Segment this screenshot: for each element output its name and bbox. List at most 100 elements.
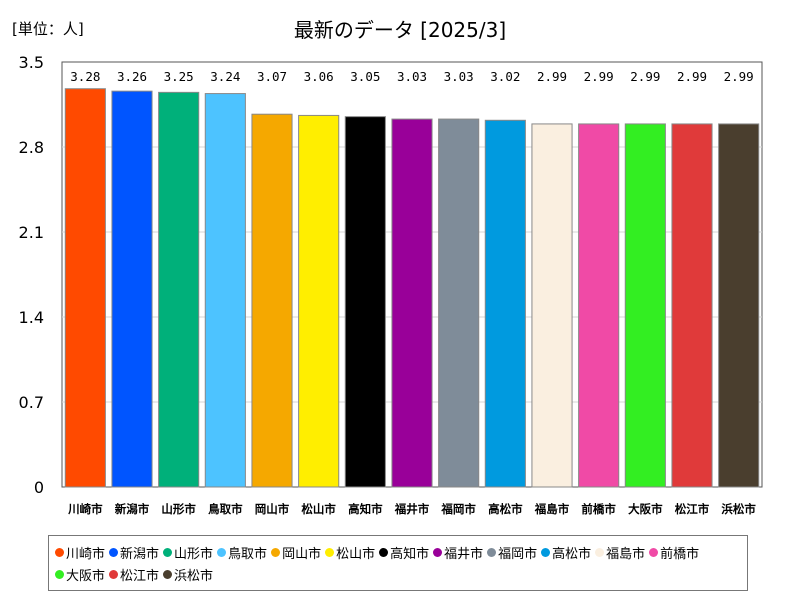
unit-label: [単位：人] — [12, 20, 84, 38]
legend-label: 大阪市 — [66, 568, 106, 584]
y-tick-label: 3.5 — [19, 53, 44, 72]
bar-value-label: 3.06 — [304, 69, 334, 84]
bar-value-label: 3.03 — [397, 69, 427, 84]
legend-swatch — [595, 547, 605, 557]
legend-item: 福島市 — [595, 541, 645, 563]
x-tick-label: 大阪市 — [628, 502, 663, 516]
bar — [531, 123, 573, 488]
legend-label: 松江市 — [120, 568, 160, 584]
legend-item: 高松市 — [541, 541, 591, 563]
bar — [578, 123, 620, 488]
legend-swatch — [325, 547, 335, 557]
bar — [251, 113, 293, 488]
x-tick-label: 福岡市 — [440, 502, 476, 516]
legend-label: 高松市 — [552, 546, 592, 562]
bar-value-label: 2.99 — [537, 69, 567, 84]
bar-value-label: 3.07 — [257, 69, 287, 84]
bar-value-label: 3.05 — [350, 69, 380, 84]
y-tick-label: 2.1 — [19, 223, 44, 242]
x-tick-label: 高松市 — [488, 502, 523, 516]
legend-label: 前橋市 — [660, 546, 700, 562]
x-tick-label: 新潟市 — [115, 502, 150, 516]
legend-label: 川崎市 — [66, 546, 106, 562]
legend-item: 高知市 — [379, 541, 429, 563]
bar — [298, 114, 340, 488]
x-tick-label: 松江市 — [675, 502, 710, 516]
bar-value-label: 3.03 — [444, 69, 474, 84]
bar — [484, 119, 526, 488]
bar-value-label: 2.99 — [630, 69, 660, 84]
legend-item: 川崎市 — [55, 541, 105, 563]
bar-value-label: 2.99 — [724, 69, 754, 84]
legend-label: 浜松市 — [174, 568, 214, 584]
legend-swatch — [487, 547, 497, 557]
bar — [64, 88, 106, 488]
bar-value-label: 3.24 — [210, 69, 240, 84]
legend-swatch — [541, 547, 551, 557]
legend-label: 新潟市 — [120, 546, 160, 562]
chart-title: 最新のデータ [2025/3] — [293, 18, 507, 42]
x-tick-label: 福井市 — [394, 502, 430, 516]
bar-value-label: 2.99 — [677, 69, 707, 84]
x-tick-label: 福島市 — [534, 502, 570, 516]
y-tick-label: 1.4 — [19, 308, 44, 327]
legend-swatch — [163, 547, 173, 557]
legend-item: 山形市 — [163, 541, 213, 563]
y-tick-label: 0.7 — [19, 393, 44, 412]
bar — [391, 118, 433, 488]
bar — [671, 123, 713, 488]
legend-swatch — [55, 547, 64, 557]
legend-swatch — [163, 569, 173, 579]
legend-item: 鳥取市 — [217, 541, 267, 563]
legend-swatch — [55, 569, 64, 579]
bar — [158, 91, 200, 488]
bar — [111, 90, 153, 488]
bar-chart: 0 0.7 1.4 2.1 2.8 3.5 3.28 川崎市 3.26 新潟市 3.25 山形市 3.2… — [19, 53, 763, 516]
bar — [718, 123, 760, 488]
x-tick-label: 山形市 — [161, 502, 196, 516]
legend-item: 福井市 — [433, 541, 483, 563]
legend-item: 浜松市 — [163, 563, 213, 585]
legend-item: 新潟市 — [109, 541, 159, 563]
bar-value-label: 2.99 — [584, 69, 614, 84]
x-tick-label: 岡山市 — [255, 502, 290, 516]
y-tick-label: 0 — [34, 478, 44, 497]
legend-label: 福井市 — [444, 546, 484, 562]
legend-label: 松山市 — [336, 546, 376, 562]
legend-label: 山形市 — [174, 546, 214, 562]
legend-item: 大阪市 — [55, 563, 105, 585]
legend-item: 松江市 — [109, 563, 159, 585]
legend-label: 高知市 — [390, 546, 430, 562]
x-tick-label: 鳥取市 — [208, 502, 243, 516]
bar — [344, 116, 386, 488]
y-tick-label: 2.8 — [19, 138, 44, 157]
legend-swatch — [433, 547, 443, 557]
legend-swatch — [109, 569, 119, 579]
x-tick-label: 松山市 — [301, 502, 336, 516]
legend-label: 福岡市 — [498, 546, 538, 562]
bar-value-label: 3.25 — [164, 69, 194, 84]
bar-value-label: 3.02 — [490, 69, 520, 84]
bar — [204, 93, 246, 488]
x-tick-label: 川崎市 — [67, 502, 103, 516]
x-tick-label: 浜松市 — [721, 502, 756, 516]
legend-item: 福岡市 — [487, 541, 537, 563]
x-tick-label: 前橋市 — [581, 502, 616, 516]
legend-swatch — [649, 547, 659, 557]
legend-item: 松山市 — [325, 541, 375, 563]
legend-swatch — [217, 547, 227, 557]
legend: 川崎市 新潟市 山形市 鳥取市 岡山市 松山市 高知市 福井市 福岡市 高松市 福島市 前橋市大阪市松… — [48, 535, 748, 591]
legend-swatch — [109, 547, 119, 557]
bar — [438, 118, 480, 488]
legend-swatch — [379, 547, 389, 557]
legend-item: 岡山市 — [271, 541, 321, 563]
legend-label: 鳥取市 — [228, 546, 268, 562]
legend-swatch — [271, 547, 281, 557]
bar-value-label: 3.26 — [117, 69, 147, 84]
legend-label: 岡山市 — [282, 546, 322, 562]
legend-label: 福島市 — [606, 546, 646, 562]
bar — [624, 123, 666, 488]
legend-item: 前橋市 — [649, 541, 699, 563]
x-tick-label: 高知市 — [348, 502, 383, 516]
bar-value-label: 3.28 — [70, 69, 100, 84]
